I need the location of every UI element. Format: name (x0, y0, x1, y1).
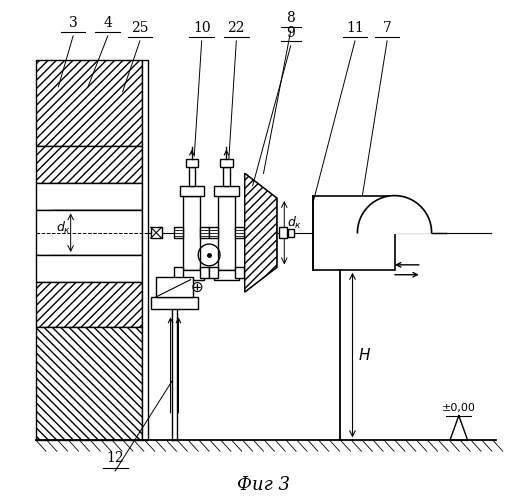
Text: 22: 22 (228, 21, 245, 35)
Bar (209, 267, 218, 278)
Polygon shape (245, 174, 277, 292)
Bar (279, 228, 287, 238)
Bar (142, 60, 148, 440)
Text: 3: 3 (69, 16, 77, 30)
Bar (180, 186, 204, 196)
Bar (313, 196, 395, 270)
Bar (183, 196, 200, 270)
Polygon shape (245, 174, 277, 292)
Bar (36, 146, 142, 183)
Text: 25: 25 (131, 21, 149, 35)
Bar (36, 326, 142, 440)
Bar (200, 228, 209, 238)
Text: $d_к$: $d_к$ (56, 220, 71, 236)
Bar (51, 255, 142, 282)
Bar (174, 267, 183, 278)
Bar (36, 183, 142, 210)
Bar (36, 282, 142, 327)
Bar (235, 228, 244, 238)
Text: 12: 12 (106, 451, 124, 465)
Bar (151, 228, 162, 238)
Text: $d_к$: $d_к$ (287, 215, 302, 231)
Bar (223, 167, 230, 186)
Bar (218, 196, 235, 270)
Text: ±0,00: ±0,00 (442, 403, 476, 413)
Bar (209, 228, 218, 238)
Text: H: H (359, 348, 370, 362)
Bar (214, 186, 239, 196)
Text: Фиг 3: Фиг 3 (237, 476, 290, 494)
Bar (180, 270, 204, 280)
Text: 10: 10 (193, 21, 210, 35)
Text: 11: 11 (346, 21, 364, 35)
Bar (186, 159, 198, 167)
Bar (200, 267, 209, 278)
Bar (36, 255, 142, 282)
Bar (151, 297, 198, 310)
Bar (214, 270, 239, 280)
Text: $\oplus$: $\oplus$ (190, 280, 203, 294)
Text: 7: 7 (383, 21, 392, 35)
Bar (189, 167, 195, 186)
Text: 9: 9 (286, 26, 295, 40)
Bar (36, 210, 142, 255)
Bar (174, 228, 183, 238)
Bar (156, 277, 193, 297)
Text: 4: 4 (103, 16, 112, 30)
Bar (220, 159, 232, 167)
Text: 8: 8 (286, 11, 295, 25)
Bar (51, 183, 142, 210)
Bar (51, 210, 142, 255)
Bar (288, 229, 294, 236)
Bar (36, 60, 142, 146)
Bar (235, 267, 244, 278)
